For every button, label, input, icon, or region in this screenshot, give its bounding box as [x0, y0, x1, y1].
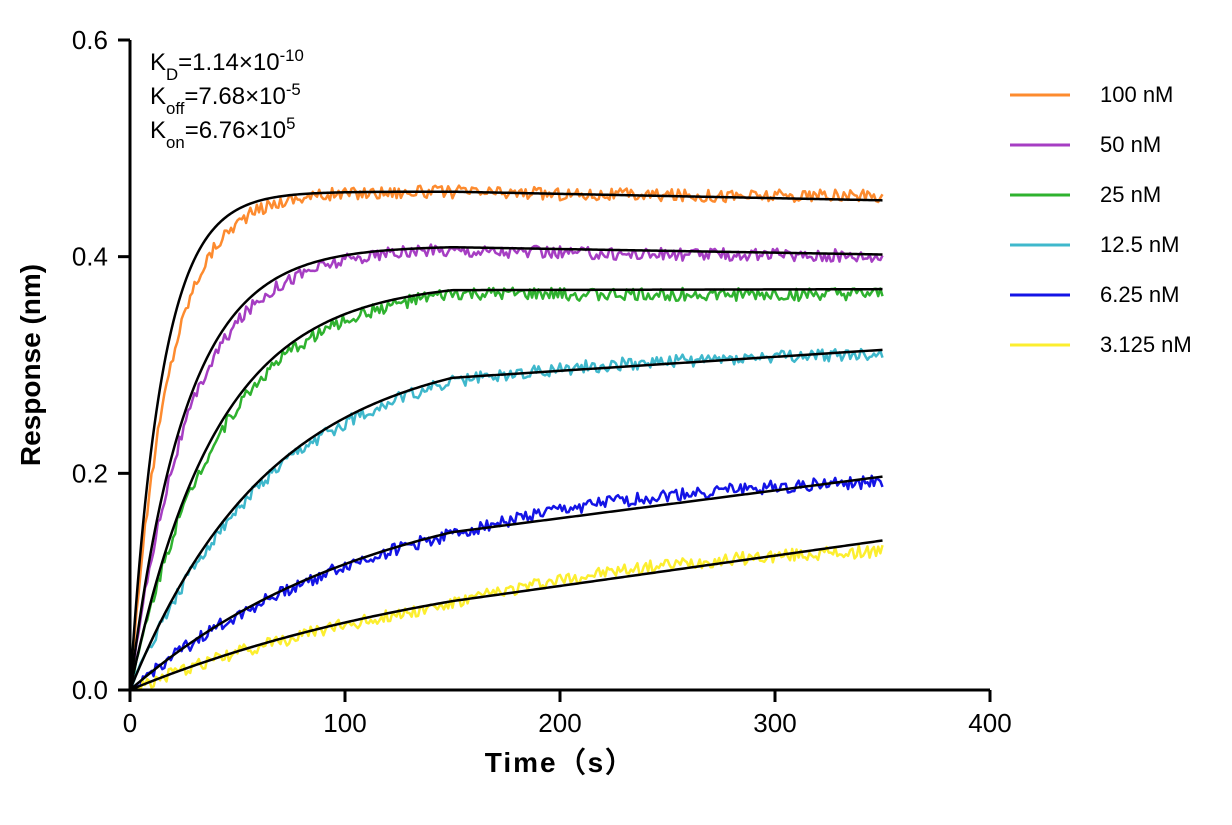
legend-label: 25 nM: [1100, 182, 1161, 207]
x-tick-label: 300: [753, 708, 796, 738]
x-axis-label: Time（s）: [485, 746, 635, 778]
legend-label: 3.125 nM: [1100, 332, 1192, 357]
y-axis-label: Response (nm): [15, 264, 46, 466]
y-tick-label: 0.2: [72, 458, 108, 488]
x-tick-label: 200: [538, 708, 581, 738]
binding-kinetics-chart: 0 100 200 300 400 0.0 0.2 0.4 0.6 Time（s） Response…: [0, 0, 1232, 825]
y-tick-label: 0.4: [72, 242, 108, 272]
legend-label: 12.5 nM: [1100, 232, 1180, 257]
x-tick-label: 100: [323, 708, 366, 738]
legend-label: 6.25 nM: [1100, 282, 1180, 307]
y-tick-label: 0.0: [72, 675, 108, 705]
y-tick-label: 0.6: [72, 25, 108, 55]
x-tick-label: 0: [123, 708, 137, 738]
legend-label: 100 nM: [1100, 82, 1173, 107]
legend-label: 50 nM: [1100, 132, 1161, 157]
x-tick-label: 400: [968, 708, 1011, 738]
